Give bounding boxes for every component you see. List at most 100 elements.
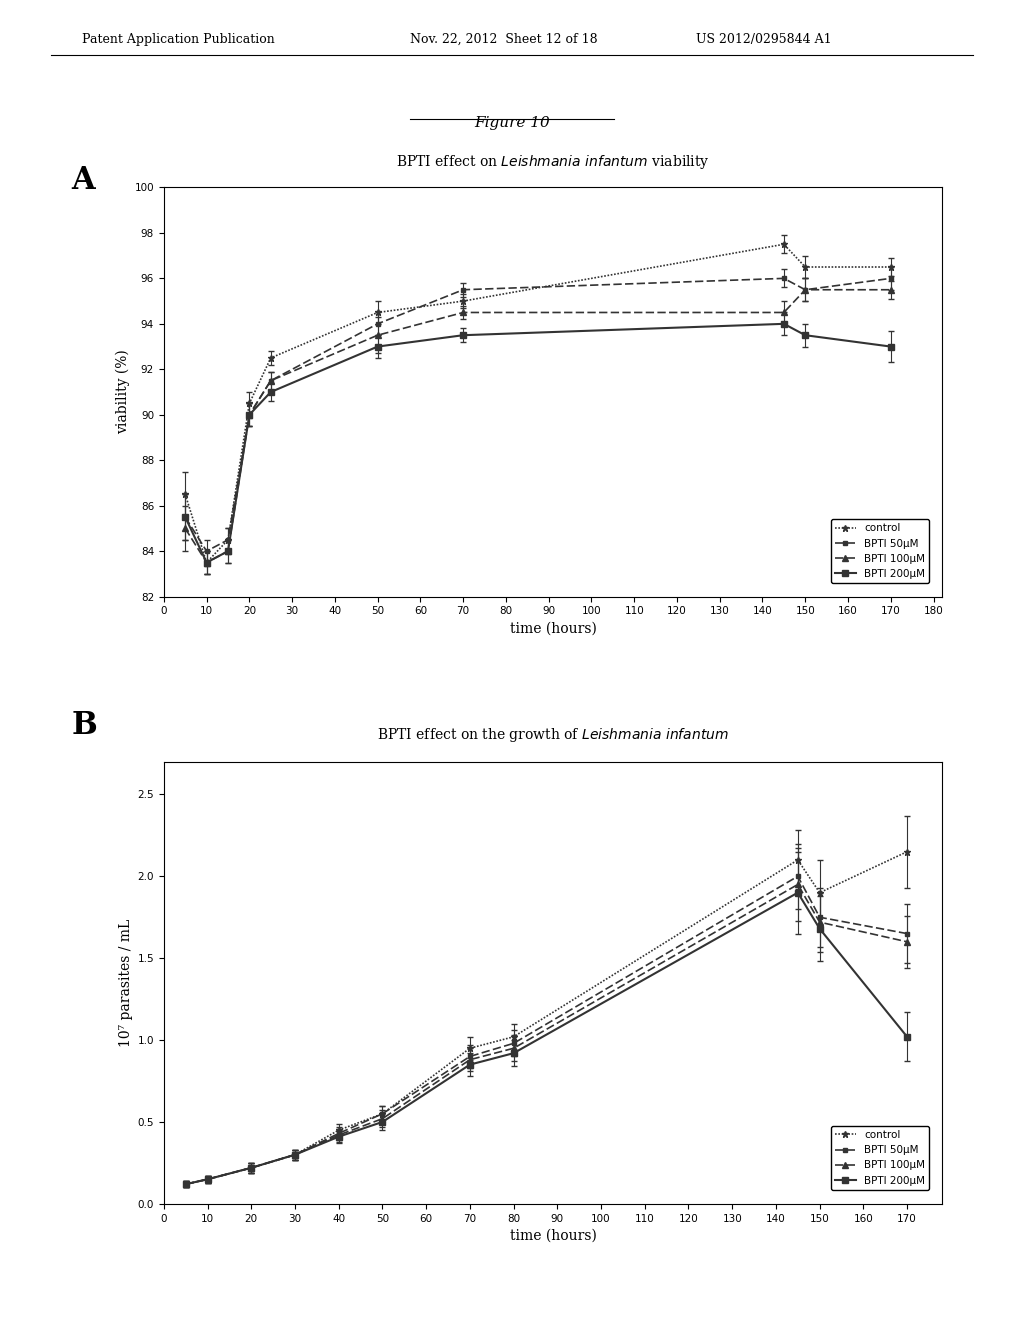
BPTI 50μM xyxy=(264,372,276,388)
BPTI 200μM xyxy=(244,407,256,422)
BPTI 200μM xyxy=(508,1045,520,1061)
BPTI 100μM xyxy=(799,281,811,297)
BPTI 200μM xyxy=(372,339,384,355)
BPTI 200μM xyxy=(885,339,897,355)
control xyxy=(777,236,790,252)
control xyxy=(333,1122,345,1138)
Y-axis label: viability (%): viability (%) xyxy=(116,350,130,434)
BPTI 100μM xyxy=(202,1171,214,1187)
control xyxy=(202,1171,214,1187)
BPTI 100μM xyxy=(244,407,256,422)
control xyxy=(508,1028,520,1044)
BPTI 200μM xyxy=(792,884,804,900)
BPTI 50μM xyxy=(222,532,234,548)
BPTI 200μM xyxy=(222,544,234,560)
control xyxy=(457,293,469,309)
BPTI 200μM xyxy=(245,1160,257,1176)
control xyxy=(799,259,811,275)
BPTI 100μM xyxy=(901,933,913,949)
Text: A: A xyxy=(72,165,95,195)
BPTI 100μM xyxy=(333,1127,345,1143)
control xyxy=(464,1040,476,1056)
BPTI 200μM xyxy=(799,327,811,343)
Y-axis label: 10⁷ parasites / mL: 10⁷ parasites / mL xyxy=(120,919,133,1047)
BPTI 200μM xyxy=(264,384,276,400)
control xyxy=(372,305,384,321)
BPTI 50μM xyxy=(245,1160,257,1176)
BPTI 200μM xyxy=(376,1114,388,1130)
BPTI 50μM xyxy=(457,281,469,297)
BPTI 100μM xyxy=(289,1147,301,1163)
control xyxy=(289,1147,301,1163)
BPTI 100μM xyxy=(777,305,790,321)
Text: BPTI effect on $\it{Leishmania\ infantum}$ viability: BPTI effect on $\it{Leishmania\ infantum… xyxy=(396,153,710,172)
control xyxy=(201,554,213,570)
BPTI 100μM xyxy=(792,876,804,892)
Text: Patent Application Publication: Patent Application Publication xyxy=(82,33,274,46)
X-axis label: time (hours): time (hours) xyxy=(510,1229,596,1243)
BPTI 50μM xyxy=(464,1048,476,1064)
BPTI 50μM xyxy=(901,925,913,941)
BPTI 50μM xyxy=(799,281,811,297)
control xyxy=(222,532,234,548)
BPTI 200μM xyxy=(901,1028,913,1044)
BPTI 100μM xyxy=(885,281,897,297)
BPTI 100μM xyxy=(372,327,384,343)
control xyxy=(264,350,276,366)
BPTI 200μM xyxy=(813,921,825,937)
BPTI 100μM xyxy=(222,544,234,560)
BPTI 100μM xyxy=(245,1160,257,1176)
BPTI 50μM xyxy=(333,1126,345,1142)
BPTI 200μM xyxy=(202,1171,214,1187)
control xyxy=(376,1106,388,1122)
control xyxy=(244,396,256,412)
Legend: control, BPTI 50μM, BPTI 100μM, BPTI 200μM: control, BPTI 50μM, BPTI 100μM, BPTI 200… xyxy=(830,1126,929,1189)
BPTI 50μM xyxy=(376,1106,388,1122)
Line: control: control xyxy=(181,240,894,566)
BPTI 100μM xyxy=(464,1052,476,1068)
BPTI 100μM xyxy=(376,1110,388,1126)
BPTI 200μM xyxy=(179,1176,191,1192)
Text: US 2012/0295844 A1: US 2012/0295844 A1 xyxy=(696,33,831,46)
control xyxy=(901,843,913,859)
BPTI 50μM xyxy=(202,1171,214,1187)
control xyxy=(245,1160,257,1176)
Line: BPTI 50μM: BPTI 50μM xyxy=(183,874,909,1187)
control xyxy=(885,259,897,275)
BPTI 100μM xyxy=(508,1040,520,1056)
Text: B: B xyxy=(72,710,97,741)
Line: BPTI 100μM: BPTI 100μM xyxy=(182,286,894,565)
Line: BPTI 200μM: BPTI 200μM xyxy=(183,890,910,1187)
control xyxy=(792,851,804,867)
BPTI 50μM xyxy=(179,1176,191,1192)
Text: Figure 10: Figure 10 xyxy=(474,116,550,131)
X-axis label: time (hours): time (hours) xyxy=(510,622,596,636)
BPTI 50μM xyxy=(372,315,384,331)
BPTI 50μM xyxy=(508,1035,520,1051)
Legend: control, BPTI 50μM, BPTI 100μM, BPTI 200μM: control, BPTI 50μM, BPTI 100μM, BPTI 200… xyxy=(830,519,929,583)
BPTI 200μM xyxy=(333,1129,345,1144)
BPTI 200μM xyxy=(464,1057,476,1073)
BPTI 200μM xyxy=(457,327,469,343)
BPTI 200μM xyxy=(179,510,191,525)
BPTI 50μM xyxy=(885,271,897,286)
Line: BPTI 100μM: BPTI 100μM xyxy=(183,882,910,1187)
Text: BPTI effect on the growth of $\it{Leishmania\ infantum}$: BPTI effect on the growth of $\it{Leishm… xyxy=(377,726,729,744)
BPTI 100μM xyxy=(264,372,276,388)
BPTI 50μM xyxy=(244,407,256,422)
BPTI 50μM xyxy=(289,1147,301,1163)
Line: control: control xyxy=(182,849,910,1188)
BPTI 100μM xyxy=(813,915,825,931)
control xyxy=(179,486,191,502)
Line: BPTI 50μM: BPTI 50μM xyxy=(183,276,893,553)
control xyxy=(179,1176,191,1192)
BPTI 100μM xyxy=(179,1176,191,1192)
BPTI 50μM xyxy=(813,909,825,925)
BPTI 50μM xyxy=(201,544,213,560)
BPTI 50μM xyxy=(777,271,790,286)
BPTI 200μM xyxy=(201,554,213,570)
BPTI 100μM xyxy=(457,305,469,321)
BPTI 50μM xyxy=(179,510,191,525)
Text: Nov. 22, 2012  Sheet 12 of 18: Nov. 22, 2012 Sheet 12 of 18 xyxy=(410,33,597,46)
Line: BPTI 200μM: BPTI 200μM xyxy=(182,321,894,565)
